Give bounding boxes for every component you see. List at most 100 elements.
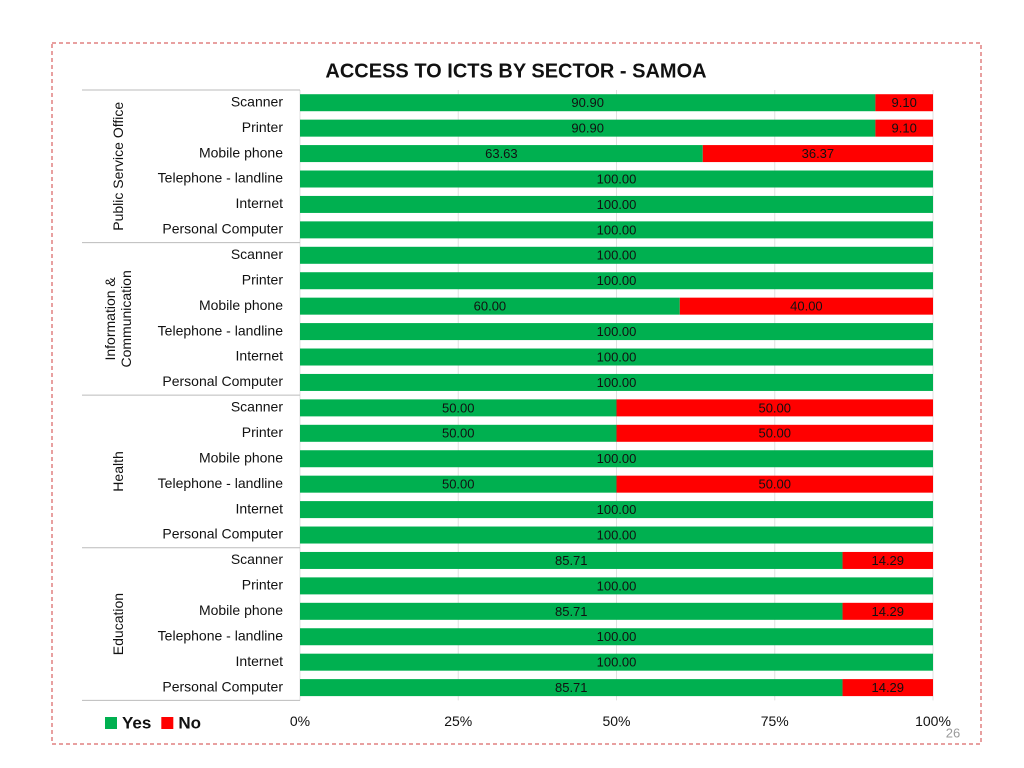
- group-label: Public Service Office: [110, 101, 126, 231]
- y-tick-label: Scanner: [231, 93, 283, 109]
- y-tick-label: Printer: [242, 577, 284, 593]
- y-tick-label: Printer: [242, 271, 284, 287]
- y-tick-label: Printer: [242, 119, 284, 135]
- bar-segment: [300, 373, 933, 391]
- x-tick-label: 75%: [761, 713, 789, 729]
- bar-segment: [300, 628, 933, 646]
- data-label: 60.00: [474, 299, 507, 314]
- chart-title: ACCESS TO ICTS BY SECTOR - SAMOA: [325, 60, 706, 82]
- data-label: 63.63: [485, 146, 518, 161]
- bar-segment: [300, 221, 933, 239]
- y-tick-label: Scanner: [231, 246, 283, 262]
- bar-segment: [842, 679, 933, 697]
- data-label: 85.71: [555, 604, 588, 619]
- bar-segment: [875, 119, 933, 137]
- bar-segment: [842, 602, 933, 620]
- data-label: 50.00: [442, 426, 475, 441]
- data-label: 100.00: [597, 375, 637, 390]
- group-label-box: Information & Communication: [102, 270, 134, 368]
- data-label: 100.00: [597, 451, 637, 466]
- data-label: 14.29: [871, 604, 904, 619]
- legend-swatch: [105, 717, 117, 729]
- data-label: 90.90: [571, 95, 604, 110]
- group-label: Information & Communication: [102, 270, 134, 368]
- bar-segment: [300, 602, 843, 620]
- group-label-box: Public Service Office: [110, 101, 126, 231]
- bar-segment: [300, 551, 843, 569]
- bar-segment: [702, 145, 933, 163]
- data-label: 14.29: [871, 680, 904, 695]
- group-label: Education: [110, 592, 126, 656]
- y-tick-label: Mobile phone: [199, 602, 283, 618]
- bar-segment: [300, 323, 933, 341]
- data-label: 50.00: [758, 477, 791, 492]
- bar-segment: [300, 297, 680, 315]
- data-label: 100.00: [597, 248, 637, 263]
- x-tick-label: 50%: [602, 713, 630, 729]
- data-label: 100.00: [597, 273, 637, 288]
- data-label: 100.00: [597, 324, 637, 339]
- bar-segment: [300, 399, 617, 417]
- y-tick-label: Telephone - landline: [158, 170, 284, 186]
- y-tick-label: Internet: [236, 500, 284, 516]
- bar-segment: [300, 145, 703, 163]
- data-label: 100.00: [597, 502, 637, 517]
- data-label: 50.00: [758, 400, 791, 415]
- bar-segment: [300, 94, 876, 112]
- bar-segment: [300, 501, 933, 519]
- bar-segment: [300, 170, 933, 188]
- data-label: 100.00: [597, 527, 637, 542]
- legend-label: Yes: [122, 713, 151, 732]
- bar-segment: [300, 348, 933, 366]
- data-label: 100.00: [597, 629, 637, 644]
- data-label: 90.90: [571, 121, 604, 136]
- legend-swatch: [161, 717, 174, 729]
- bar-segment: [300, 450, 933, 468]
- bar-segment: [300, 246, 933, 264]
- y-tick-label: Personal Computer: [162, 526, 283, 542]
- y-tick-label: Internet: [236, 653, 284, 669]
- y-tick-label: Scanner: [231, 551, 283, 567]
- bar-segment: [616, 424, 933, 442]
- bar-segment: [616, 475, 933, 493]
- y-tick-label: Personal Computer: [162, 373, 283, 389]
- y-tick-label: Mobile phone: [199, 449, 283, 465]
- bar-segment: [300, 475, 617, 493]
- bar-segment: [300, 679, 843, 697]
- data-label: 85.71: [555, 680, 588, 695]
- group-label: Health: [110, 451, 126, 492]
- y-tick-label: Telephone - landline: [158, 627, 284, 643]
- data-label: 100.00: [597, 578, 637, 593]
- bar-segment: [300, 577, 933, 595]
- y-tick-label: Mobile phone: [199, 144, 283, 160]
- y-tick-label: Printer: [242, 424, 284, 440]
- data-label: 9.10: [892, 95, 917, 110]
- data-label: 36.37: [802, 146, 835, 161]
- data-label: 14.29: [871, 553, 904, 568]
- y-tick-label: Internet: [236, 348, 284, 364]
- y-tick-label: Telephone - landline: [158, 475, 284, 491]
- data-label: 50.00: [442, 477, 475, 492]
- data-label: 9.10: [892, 121, 917, 136]
- data-label: 100.00: [597, 171, 637, 186]
- bar-segment: [300, 653, 933, 671]
- data-label: 85.71: [555, 553, 588, 568]
- bar-segment: [875, 94, 933, 112]
- legend-label: No: [178, 713, 201, 732]
- y-tick-label: Telephone - landline: [158, 322, 284, 338]
- bar-segment: [300, 272, 933, 290]
- slide-border: [51, 42, 982, 745]
- data-label: 100.00: [597, 655, 637, 670]
- x-tick-label: 100%: [915, 713, 951, 729]
- bar-segment: [300, 526, 933, 544]
- bar-segment: [679, 297, 933, 315]
- data-label: 100.00: [597, 197, 637, 212]
- data-label: 40.00: [790, 299, 823, 314]
- bar-segment: [842, 551, 933, 569]
- y-tick-label: Personal Computer: [162, 221, 283, 237]
- bar-segment: [616, 399, 933, 417]
- bar-segment: [300, 424, 617, 442]
- x-tick-label: 25%: [444, 713, 472, 729]
- bar-segment: [300, 119, 876, 137]
